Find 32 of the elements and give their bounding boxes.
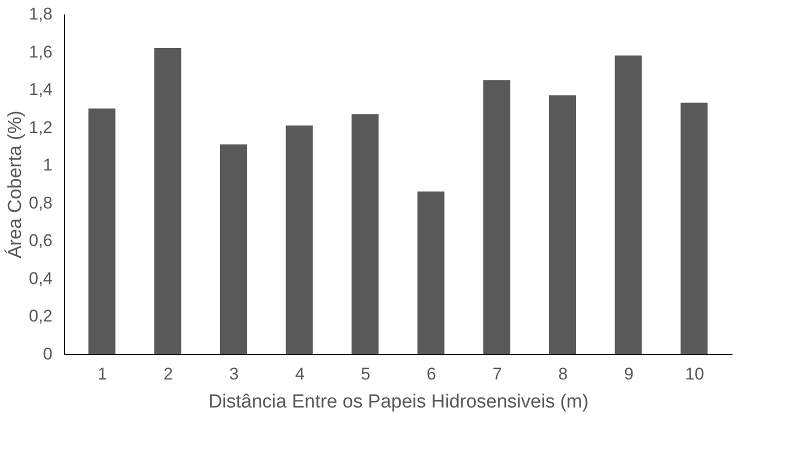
y-tick-label: 1,2: [28, 118, 52, 137]
x-tick-label: 4: [295, 364, 305, 384]
y-tick-label: 1,6: [28, 42, 52, 62]
y-axis-title: Área Coberta (%): [4, 110, 26, 258]
x-tick-label: 10: [685, 364, 704, 384]
x-axis-title: Distância Entre os Papeis Hidrosensiveis (m): [208, 392, 589, 412]
bar: [549, 95, 576, 354]
x-tick-label: 3: [229, 364, 239, 384]
x-tick-label: 2: [163, 364, 173, 384]
x-tick-label: 5: [360, 364, 370, 384]
bar: [154, 48, 182, 354]
bar: [417, 192, 444, 354]
bar: [88, 108, 116, 354]
y-tick-label: 0,4: [28, 268, 52, 288]
x-tick-label: 6: [426, 364, 436, 384]
y-tick-label: 0,6: [28, 231, 52, 250]
y-tick-label: 0,2: [28, 306, 52, 326]
x-tick-label: 1: [98, 364, 108, 384]
y-tick-label: 0,8: [28, 193, 52, 212]
x-tick-label: 9: [624, 364, 634, 384]
x-tick-label: 8: [558, 364, 568, 384]
y-tick-label: 0: [43, 344, 52, 364]
bar: [614, 56, 642, 354]
bar: [220, 144, 247, 354]
y-tick-label: 1: [43, 156, 52, 175]
bar: [680, 102, 708, 354]
bar: [352, 114, 379, 354]
y-tick-label: 1,8: [28, 4, 52, 24]
x-tick-label: 7: [492, 364, 502, 384]
y-tick-label: 1,4: [28, 80, 52, 100]
bar: [286, 125, 313, 354]
bar: [483, 80, 510, 354]
